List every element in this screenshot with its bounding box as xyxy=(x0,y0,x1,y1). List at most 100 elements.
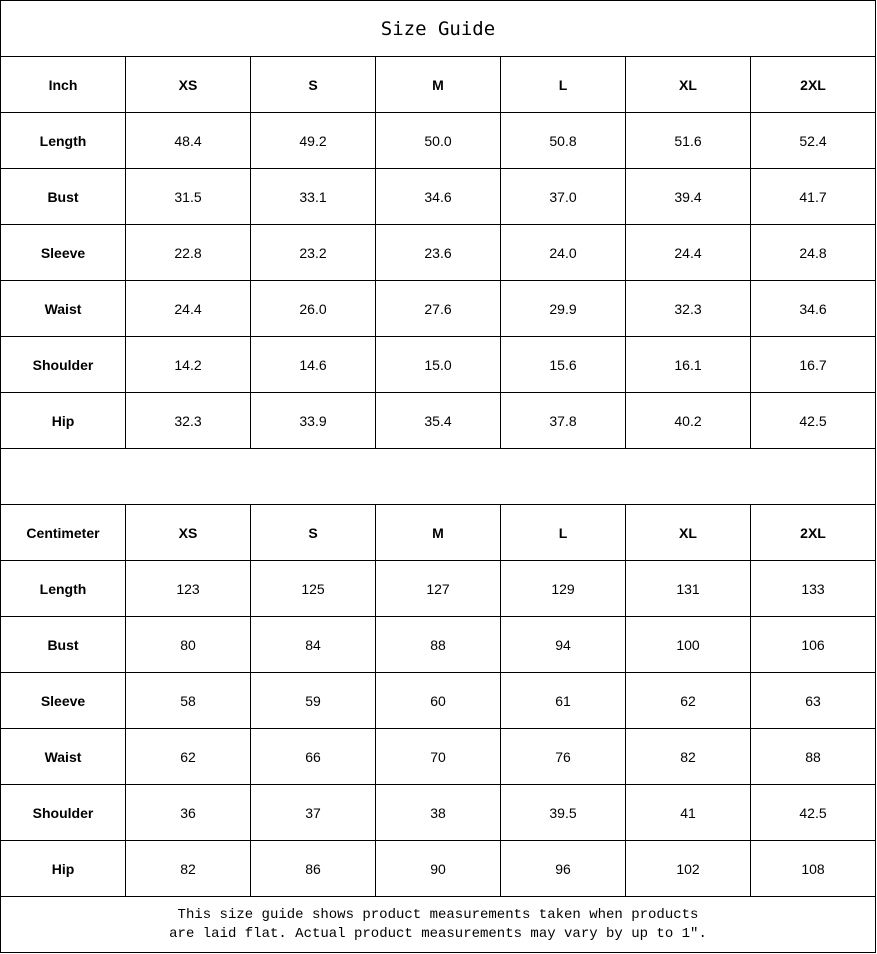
measurement-value: 29.9 xyxy=(500,280,626,337)
measurement-value: 127 xyxy=(375,560,501,617)
measurement-label: Bust xyxy=(0,168,126,225)
measurement-value: 37.8 xyxy=(500,392,626,449)
measurement-value: 70 xyxy=(375,728,501,785)
measurement-value: 34.6 xyxy=(750,280,876,337)
measurement-value: 39.4 xyxy=(625,168,751,225)
table-row: Sleeve 22.8 23.2 23.6 24.0 24.4 24.8 xyxy=(0,224,876,281)
measurement-value: 14.6 xyxy=(250,336,376,393)
measurement-value: 62 xyxy=(125,728,251,785)
measurement-label: Shoulder xyxy=(0,336,126,393)
measurement-value: 24.4 xyxy=(625,224,751,281)
measurement-value: 36 xyxy=(125,784,251,841)
measurement-value: 52.4 xyxy=(750,112,876,169)
measurement-value: 23.6 xyxy=(375,224,501,281)
measurement-value: 82 xyxy=(125,840,251,897)
measurement-value: 40.2 xyxy=(625,392,751,449)
measurement-value: 80 xyxy=(125,616,251,673)
table-row: Hip 82 86 90 96 102 108 xyxy=(0,840,876,897)
inch-table-header-row: Inch XS S M L XL 2XL xyxy=(0,56,876,113)
measurement-value: 66 xyxy=(250,728,376,785)
measurement-value: 39.5 xyxy=(500,784,626,841)
measurement-value: 86 xyxy=(250,840,376,897)
measurement-value: 63 xyxy=(750,672,876,729)
size-header: S xyxy=(250,504,376,561)
measurement-value: 108 xyxy=(750,840,876,897)
measurement-value: 88 xyxy=(375,616,501,673)
measurement-value: 102 xyxy=(625,840,751,897)
size-header: 2XL xyxy=(750,56,876,113)
measurement-value: 33.1 xyxy=(250,168,376,225)
measurement-value: 42.5 xyxy=(750,784,876,841)
measurement-value: 41 xyxy=(625,784,751,841)
measurement-value: 41.7 xyxy=(750,168,876,225)
page-title: Size Guide xyxy=(0,0,876,57)
measurement-value: 24.0 xyxy=(500,224,626,281)
measurement-label: Hip xyxy=(0,392,126,449)
footer-line-2: are laid flat. Actual product measuremen… xyxy=(169,925,707,942)
measurement-value: 15.0 xyxy=(375,336,501,393)
measurement-label: Length xyxy=(0,112,126,169)
measurement-label: Hip xyxy=(0,840,126,897)
measurement-value: 62 xyxy=(625,672,751,729)
measurement-value: 94 xyxy=(500,616,626,673)
measurement-label: Length xyxy=(0,560,126,617)
measurement-label: Waist xyxy=(0,728,126,785)
table-row: Waist 62 66 70 76 82 88 xyxy=(0,728,876,785)
table-row: Bust 31.5 33.1 34.6 37.0 39.4 41.7 xyxy=(0,168,876,225)
measurement-value: 34.6 xyxy=(375,168,501,225)
table-row: Shoulder 14.2 14.6 15.0 15.6 16.1 16.7 xyxy=(0,336,876,393)
measurement-value: 51.6 xyxy=(625,112,751,169)
measurement-value: 76 xyxy=(500,728,626,785)
table-row: Length 48.4 49.2 50.0 50.8 51.6 52.4 xyxy=(0,112,876,169)
measurement-value: 37 xyxy=(250,784,376,841)
measurement-value: 38 xyxy=(375,784,501,841)
measurement-value: 24.4 xyxy=(125,280,251,337)
measurement-value: 35.4 xyxy=(375,392,501,449)
measurement-value: 123 xyxy=(125,560,251,617)
measurement-value: 59 xyxy=(250,672,376,729)
measurement-value: 125 xyxy=(250,560,376,617)
measurement-value: 61 xyxy=(500,672,626,729)
measurement-value: 49.2 xyxy=(250,112,376,169)
size-header: XS xyxy=(125,56,251,113)
measurement-value: 131 xyxy=(625,560,751,617)
table-row: Sleeve 58 59 60 61 62 63 xyxy=(0,672,876,729)
footer-line-1: This size guide shows product measuremen… xyxy=(177,906,699,923)
measurement-value: 133 xyxy=(750,560,876,617)
table-row: Bust 80 84 88 94 100 106 xyxy=(0,616,876,673)
measurement-value: 15.6 xyxy=(500,336,626,393)
measurement-value: 100 xyxy=(625,616,751,673)
cm-table-header-row: Centimeter XS S M L XL 2XL xyxy=(0,504,876,561)
measurement-value: 88 xyxy=(750,728,876,785)
measurement-value: 32.3 xyxy=(125,392,251,449)
measurement-value: 14.2 xyxy=(125,336,251,393)
size-header: XL xyxy=(625,56,751,113)
measurement-label: Shoulder xyxy=(0,784,126,841)
table-row: Length 123 125 127 129 131 133 xyxy=(0,560,876,617)
table-row: Waist 24.4 26.0 27.6 29.9 32.3 34.6 xyxy=(0,280,876,337)
size-header: L xyxy=(500,56,626,113)
measurement-value: 23.2 xyxy=(250,224,376,281)
measurement-label: Bust xyxy=(0,616,126,673)
measurement-value: 26.0 xyxy=(250,280,376,337)
size-header: 2XL xyxy=(750,504,876,561)
footer-note: This size guide shows product measuremen… xyxy=(0,896,876,953)
measurement-value: 129 xyxy=(500,560,626,617)
measurement-value: 58 xyxy=(125,672,251,729)
measurement-value: 84 xyxy=(250,616,376,673)
size-header: XS xyxy=(125,504,251,561)
spacer-cell xyxy=(0,448,876,505)
size-header: L xyxy=(500,504,626,561)
measurement-label: Waist xyxy=(0,280,126,337)
size-header: S xyxy=(250,56,376,113)
measurement-value: 24.8 xyxy=(750,224,876,281)
measurement-value: 27.6 xyxy=(375,280,501,337)
size-header: XL xyxy=(625,504,751,561)
measurement-value: 50.8 xyxy=(500,112,626,169)
unit-label: Inch xyxy=(0,56,126,113)
measurement-value: 90 xyxy=(375,840,501,897)
measurement-value: 31.5 xyxy=(125,168,251,225)
measurement-value: 22.8 xyxy=(125,224,251,281)
measurement-value: 16.1 xyxy=(625,336,751,393)
